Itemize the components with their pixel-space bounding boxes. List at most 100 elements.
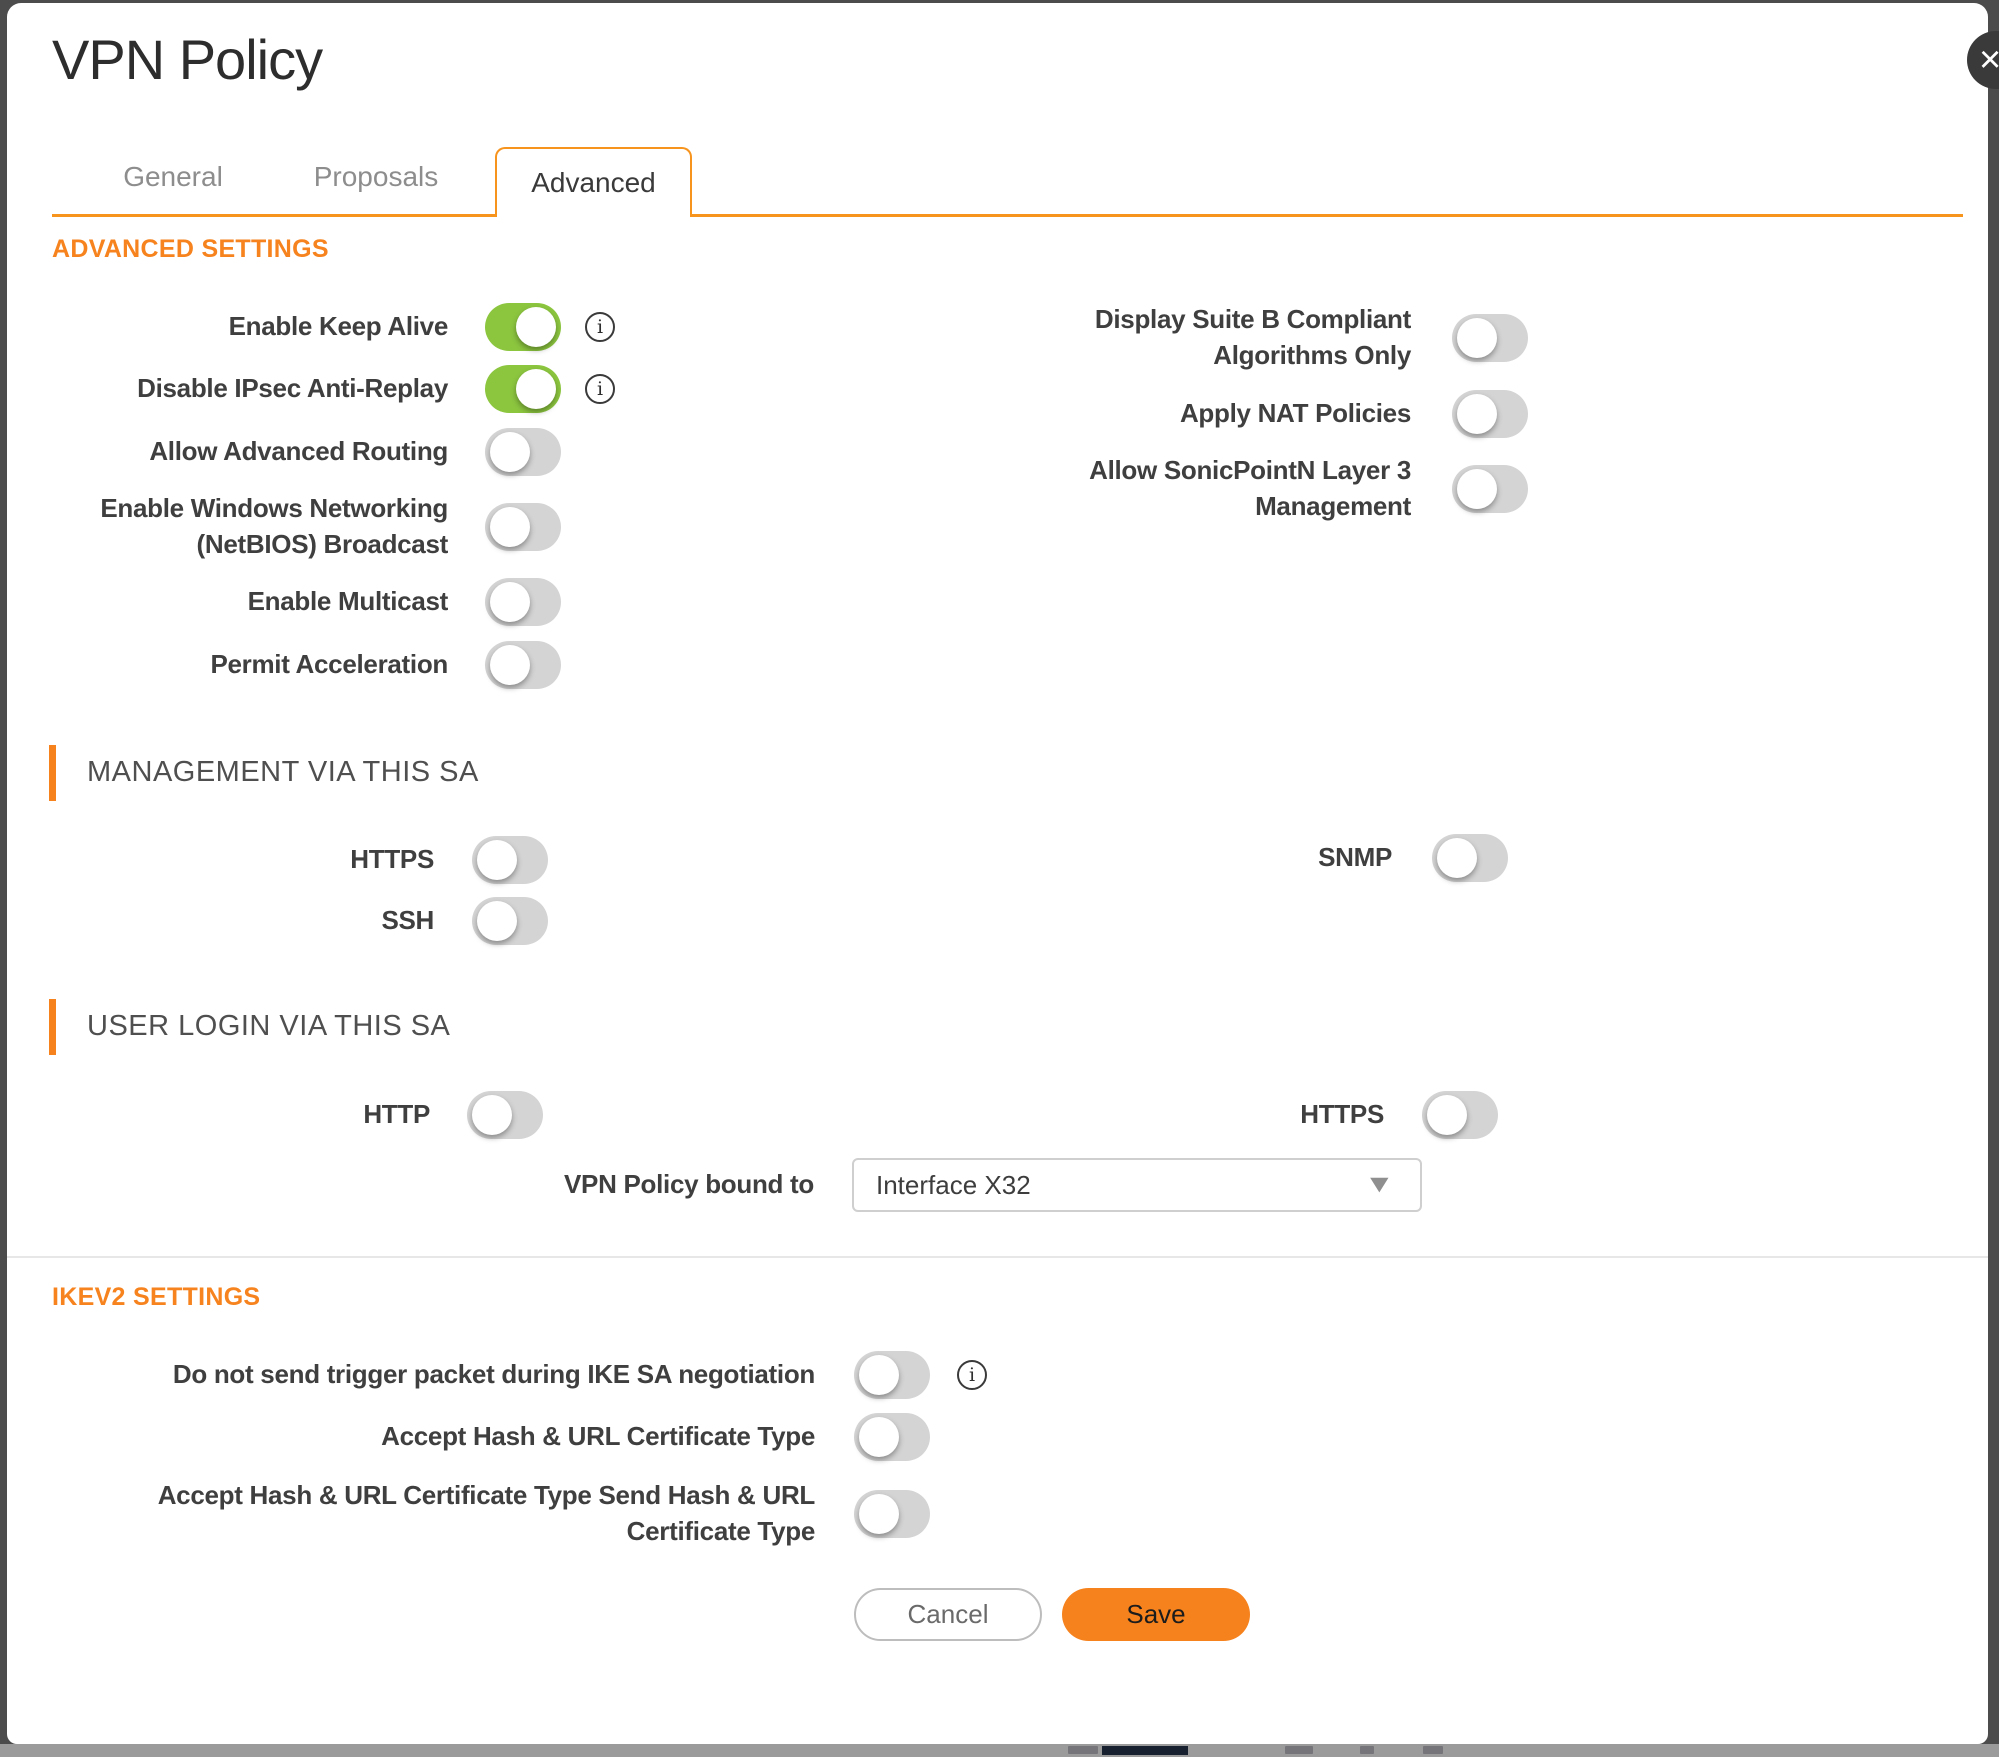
- info-icon[interactable]: i: [585, 374, 615, 404]
- toggle-knob: [1427, 1095, 1467, 1135]
- row-sonicpointn-layer3: Allow SonicPointN Layer 3 Management: [1066, 455, 1528, 521]
- apply-nat-policies-toggle[interactable]: [1452, 390, 1528, 438]
- row-user-login-http: HTTP: [230, 1091, 543, 1139]
- tab-general[interactable]: General: [123, 161, 223, 192]
- toggle-knob: [472, 1095, 512, 1135]
- section-divider: [7, 1256, 1988, 1258]
- info-glyph: i: [596, 315, 604, 338]
- taskbar-mark: [1285, 1746, 1313, 1754]
- toggle-knob: [1437, 838, 1477, 878]
- chevron-down-icon: ▼: [1364, 1169, 1396, 1198]
- setting-label: Allow Advanced Routing: [149, 436, 448, 467]
- setting-label: Accept Hash & URL Certificate Type Send …: [157, 1480, 816, 1546]
- section-accent-bar: [49, 999, 56, 1055]
- management-heading: MANAGEMENT VIA THIS SA: [87, 756, 479, 788]
- toggle-knob: [490, 582, 530, 622]
- tab-proposals[interactable]: Proposals: [313, 161, 439, 192]
- taskbar-mark: [1423, 1746, 1443, 1754]
- enable-keep-alive-toggle[interactable]: [485, 303, 561, 351]
- ikev2-settings-heading: IKEV2 SETTINGS: [52, 1283, 261, 1311]
- row-accept-hash-url-cert: Accept Hash & URL Certificate Type: [52, 1413, 930, 1461]
- info-icon[interactable]: i: [585, 312, 615, 342]
- info-glyph: i: [596, 377, 604, 400]
- setting-label: HTTPS: [350, 844, 434, 875]
- user-login-http-toggle[interactable]: [467, 1091, 543, 1139]
- row-enable-keep-alive: Enable Keep Alive i: [52, 303, 615, 351]
- enable-multicast-toggle[interactable]: [485, 578, 561, 626]
- setting-label: Display Suite B Compliant Algorithms Onl…: [1094, 304, 1411, 370]
- dropdown-selected-value: Interface X32: [876, 1169, 1031, 1200]
- row-user-login-https: HTTPS: [1184, 1091, 1498, 1139]
- row-allow-advanced-routing: Allow Advanced Routing: [52, 428, 561, 476]
- send-hash-url-cert-toggle[interactable]: [854, 1490, 930, 1538]
- info-glyph: i: [968, 1363, 976, 1386]
- permit-acceleration-toggle[interactable]: [485, 641, 561, 689]
- row-suite-b-compliant: Display Suite B Compliant Algorithms Onl…: [1066, 304, 1528, 370]
- toggle-knob: [1457, 318, 1497, 358]
- tab-advanced[interactable]: Advanced: [495, 147, 692, 217]
- setting-label: SNMP: [1318, 842, 1392, 873]
- row-management-ssh: SSH: [234, 897, 548, 945]
- setting-label: Enable Windows Networking (NetBIOS) Broa…: [100, 493, 448, 559]
- setting-label: HTTP: [363, 1099, 430, 1130]
- management-ssh-toggle[interactable]: [472, 897, 548, 945]
- row-management-https: HTTPS: [234, 836, 548, 884]
- toggle-knob: [859, 1494, 899, 1534]
- netbios-broadcast-toggle[interactable]: [485, 503, 561, 551]
- no-trigger-packet-toggle[interactable]: [854, 1351, 930, 1399]
- tab-underline: [52, 214, 1963, 217]
- toggle-knob: [516, 307, 556, 347]
- setting-label: Permit Acceleration: [210, 649, 448, 680]
- toggle-knob: [490, 432, 530, 472]
- setting-label: Apply NAT Policies: [1179, 398, 1411, 429]
- save-button[interactable]: Save: [1062, 1588, 1250, 1641]
- vpn-policy-dialog: VPN Policy General Proposals Advanced AD…: [7, 3, 1988, 1744]
- setting-label: Enable Keep Alive: [228, 311, 449, 342]
- toggle-knob: [490, 645, 530, 685]
- row-apply-nat-policies: Apply NAT Policies: [1066, 390, 1528, 438]
- user-login-https-toggle[interactable]: [1422, 1091, 1498, 1139]
- setting-label: HTTPS: [1300, 1099, 1384, 1130]
- disable-ipsec-anti-replay-toggle[interactable]: [485, 365, 561, 413]
- toggle-knob: [516, 369, 556, 409]
- user-login-heading: USER LOGIN VIA THIS SA: [87, 1010, 451, 1042]
- accept-hash-url-cert-toggle[interactable]: [854, 1413, 930, 1461]
- close-icon: ×: [1979, 39, 1999, 81]
- info-icon[interactable]: i: [957, 1360, 987, 1390]
- section-accent-bar: [49, 745, 56, 801]
- advanced-settings-heading: ADVANCED SETTINGS: [52, 235, 329, 263]
- management-snmp-toggle[interactable]: [1432, 834, 1508, 882]
- setting-label: Enable Multicast: [247, 586, 449, 617]
- toggle-knob: [490, 507, 530, 547]
- toggle-knob: [1457, 469, 1497, 509]
- vpn-policy-bound-to-label: VPN Policy bound to: [564, 1169, 814, 1200]
- setting-label: Allow SonicPointN Layer 3 Management: [1089, 455, 1411, 521]
- row-no-trigger-packet: Do not send trigger packet during IKE SA…: [52, 1351, 987, 1399]
- vpn-policy-bound-to-dropdown[interactable]: Interface X32 ▼: [852, 1158, 1422, 1212]
- row-permit-acceleration: Permit Acceleration: [52, 641, 561, 689]
- sonicpointn-layer3-toggle[interactable]: [1452, 465, 1528, 513]
- cancel-button[interactable]: Cancel: [854, 1588, 1042, 1641]
- setting-label: Accept Hash & URL Certificate Type: [381, 1421, 815, 1452]
- row-disable-ipsec-anti-replay: Disable IPsec Anti-Replay i: [52, 365, 615, 413]
- toggle-knob: [477, 840, 517, 880]
- toggle-knob: [1457, 394, 1497, 434]
- taskbar-mark: [1360, 1746, 1374, 1754]
- toggle-knob: [859, 1355, 899, 1395]
- row-vpn-policy-bound-to: VPN Policy bound to Interface X32 ▼: [224, 1158, 1422, 1212]
- taskbar-mark: [1068, 1746, 1098, 1754]
- setting-label: Do not send trigger packet during IKE SA…: [172, 1359, 815, 1390]
- toggle-knob: [859, 1417, 899, 1457]
- management-https-toggle[interactable]: [472, 836, 548, 884]
- setting-label: SSH: [381, 905, 434, 936]
- setting-label: Disable IPsec Anti-Replay: [137, 373, 448, 404]
- suite-b-compliant-toggle[interactable]: [1452, 314, 1528, 362]
- row-enable-multicast: Enable Multicast: [52, 578, 561, 626]
- allow-advanced-routing-toggle[interactable]: [485, 428, 561, 476]
- page-title: VPN Policy: [52, 28, 323, 91]
- row-send-hash-url-cert: Accept Hash & URL Certificate Type Send …: [52, 1480, 930, 1546]
- background-taskbar: [0, 1744, 1999, 1757]
- toggle-knob: [477, 901, 517, 941]
- taskbar-dark-segment: [1102, 1746, 1188, 1755]
